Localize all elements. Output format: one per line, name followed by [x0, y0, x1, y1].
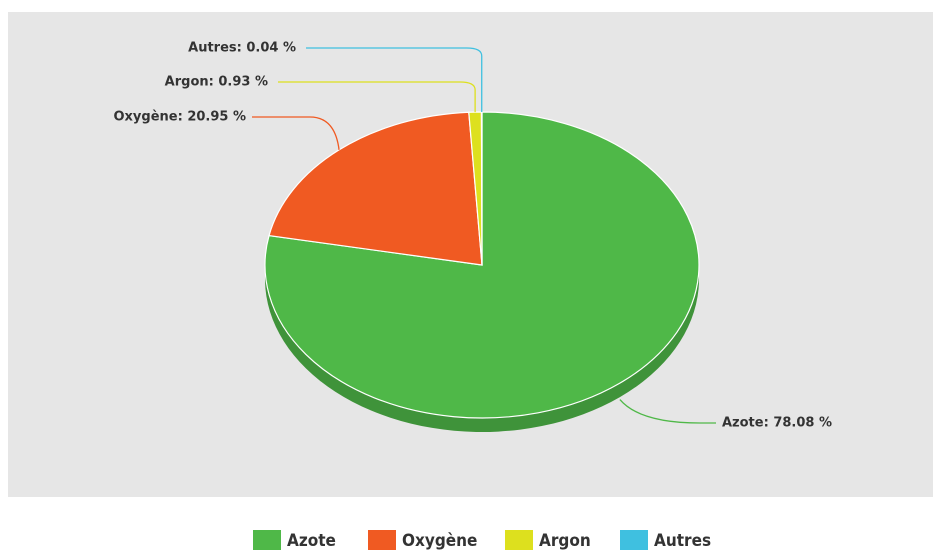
- data-label: Oxygène: 20.95 %: [113, 110, 246, 125]
- data-label: Argon: 0.93 %: [165, 75, 268, 90]
- data-label: Autres: 0.04 %: [188, 41, 296, 56]
- slice: [268, 111, 483, 266]
- legend-swatch: [253, 530, 281, 550]
- legend-swatch: [620, 530, 648, 550]
- leader-line: [278, 81, 476, 113]
- legend-label: Argon: [539, 531, 591, 551]
- legend-label: Autres: [654, 531, 711, 551]
- legend-label: Azote: [287, 531, 336, 551]
- leader-line: [252, 116, 340, 150]
- slice: [480, 111, 483, 266]
- legend-label: Oxygène: [402, 531, 477, 551]
- legend-swatch: [505, 530, 533, 550]
- data-label: Azote: 78.08 %: [722, 416, 832, 431]
- legend-swatch: [368, 530, 396, 550]
- leader-line: [619, 399, 716, 424]
- leader-line: [306, 47, 483, 112]
